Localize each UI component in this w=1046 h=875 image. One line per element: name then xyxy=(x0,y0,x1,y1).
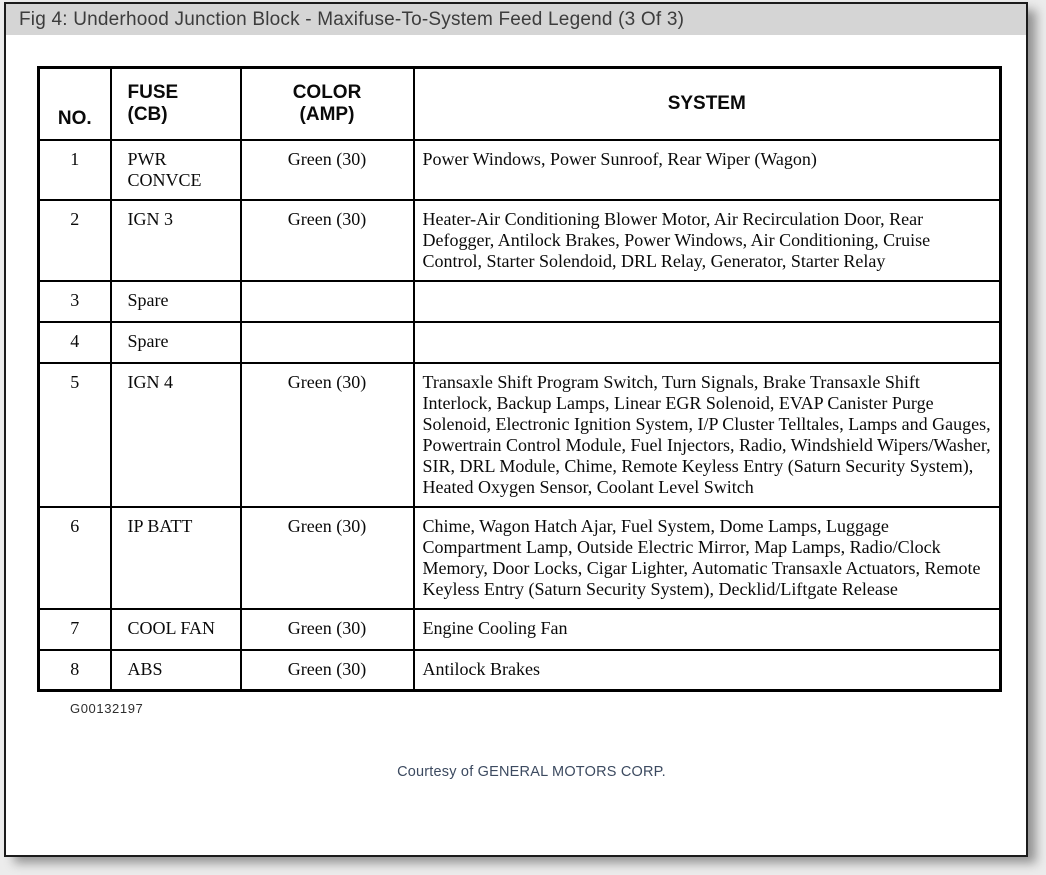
cell-system: Power Windows, Power Sunroof, Rear Wiper… xyxy=(412,138,1002,201)
table-row: 4 Spare xyxy=(37,320,1002,364)
cell-fuse: ABS xyxy=(109,648,242,692)
figure-card: Fig 4: Underhood Junction Block - Maxifu… xyxy=(4,2,1028,857)
cell-system xyxy=(412,279,1002,323)
table-row: 2 IGN 3 Green (30) Heater-Air Conditioning … xyxy=(37,198,1002,282)
figure-id-label: G00132197 xyxy=(70,701,144,716)
cell-fuse: PWR CONVCE xyxy=(109,138,242,201)
figure-title: Fig 4: Underhood Junction Block - Maxifu… xyxy=(19,8,685,30)
cell-no: 7 xyxy=(37,607,112,651)
cell-color: Green (30) xyxy=(239,505,415,610)
cell-color: Green (30) xyxy=(239,198,415,282)
header-col-system: SYSTEM xyxy=(412,66,1002,141)
table-row: 7 COOL FAN Green (30) Engine Cooling Fan xyxy=(37,607,1002,651)
cell-fuse: COOL FAN xyxy=(109,607,242,651)
header-col-fuse: FUSE (CB) xyxy=(109,66,242,141)
cell-system: Chime, Wagon Hatch Ajar, Fuel System, Do… xyxy=(412,505,1002,610)
table-row: 3 Spare xyxy=(37,279,1002,323)
header-line: (AMP) xyxy=(299,103,355,125)
cell-system: Transaxle Shift Program Switch, Turn Sig… xyxy=(412,361,1002,508)
header-col-color: COLOR (AMP) xyxy=(239,66,415,141)
cell-system: Heater-Air Conditioning Blower Motor, Ai… xyxy=(412,198,1002,282)
header-line: FUSE xyxy=(127,81,179,103)
header-line: (CB) xyxy=(127,103,168,125)
cell-no: 6 xyxy=(37,505,112,610)
table-container: NO. FUSE (CB) COLOR (AMP) SYSTEM 1 PWR CO… xyxy=(6,35,1026,780)
cell-no: 8 xyxy=(37,648,112,692)
cell-fuse: IGN 4 xyxy=(109,361,242,508)
cell-system xyxy=(412,320,1002,364)
table-row: 6 IP BATT Green (30) Chime, Wagon Hatch Aja… xyxy=(37,505,1002,610)
courtesy-note: Courtesy of GENERAL MOTORS CORP. xyxy=(397,764,666,780)
cell-system: Antilock Brakes xyxy=(412,648,1002,692)
cell-no: 1 xyxy=(37,138,112,201)
cell-color: Green (30) xyxy=(239,648,415,692)
cell-no: 4 xyxy=(37,320,112,364)
cell-fuse: Spare xyxy=(109,320,242,364)
cell-color: Green (30) xyxy=(239,138,415,201)
cell-color: Green (30) xyxy=(239,361,415,508)
table-row: 5 IGN 4 Green (30) Transaxle Shift Program … xyxy=(37,361,1002,508)
table-row: 1 PWR CONVCE Green (30) Power Windows, Powe… xyxy=(37,138,1002,201)
cell-fuse: Spare xyxy=(109,279,242,323)
cell-color xyxy=(239,279,415,323)
header-row: NO. FUSE (CB) COLOR (AMP) SYSTEM xyxy=(37,66,1002,141)
cell-fuse: IGN 3 xyxy=(109,198,242,282)
cell-fuse: IP BATT xyxy=(109,505,242,610)
cell-system: Engine Cooling Fan xyxy=(412,607,1002,651)
fuse-legend-table: NO. FUSE (CB) COLOR (AMP) SYSTEM 1 PWR CO… xyxy=(37,66,1002,692)
cell-color xyxy=(239,320,415,364)
cell-no: 2 xyxy=(37,198,112,282)
header-col-no: NO. xyxy=(37,66,112,141)
cell-color: Green (30) xyxy=(239,607,415,651)
figure-title-bar: Fig 4: Underhood Junction Block - Maxifu… xyxy=(6,4,1026,35)
cell-no: 3 xyxy=(37,279,112,323)
table-row: 8 ABS Green (30) Antilock Brakes xyxy=(37,648,1002,692)
table-body: 1 PWR CONVCE Green (30) Power Windows, Powe… xyxy=(37,138,1002,692)
header-line: COLOR xyxy=(292,81,362,103)
cell-no: 5 xyxy=(37,361,112,508)
